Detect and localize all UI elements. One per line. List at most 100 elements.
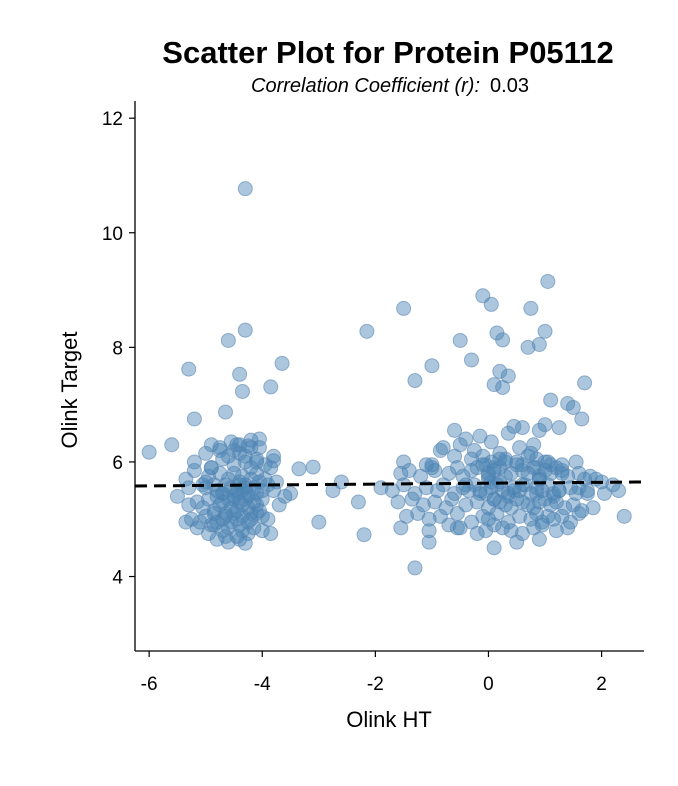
data-point [529,451,545,467]
data-point [189,494,205,510]
data-point [393,465,409,481]
data-point [520,339,536,355]
data-point [206,517,222,533]
data-point [181,497,197,513]
data-point [198,445,214,461]
data-point [396,454,412,470]
data-point [486,540,502,556]
data-point [554,465,570,481]
trend-line [134,480,645,488]
data-point [246,494,262,510]
correlation-value: 0.03 [490,75,529,97]
data-point [240,526,256,542]
data-point [283,485,299,501]
data-point [537,491,553,507]
data-point [226,442,242,458]
data-point [263,526,279,542]
data-point [475,448,491,464]
data-point [478,457,494,473]
data-point [611,483,627,499]
data-point [500,488,516,504]
data-point [565,497,581,513]
y-tick-label: 10 [102,224,123,245]
data-point [478,523,494,539]
data-point [390,494,406,510]
x-tick-label: 0 [483,674,494,695]
data-point [554,457,570,473]
data-point [243,506,259,521]
data-point [500,425,516,441]
data-point [203,437,219,453]
data-point [209,531,225,547]
data-point [449,460,465,476]
data-point [483,434,499,450]
data-point [452,332,468,348]
data-point [466,442,482,458]
data-point [271,497,287,513]
data-point [305,459,321,475]
data-point [254,523,270,539]
data-point [203,460,219,476]
data-point [464,451,480,467]
data-point [430,483,446,499]
data-point [350,494,366,510]
data-points [141,181,632,576]
data-point [263,460,279,476]
x-axis-ticks: -6 -4 -2 0 2 [141,651,607,695]
data-point [237,322,253,338]
data-point [251,440,267,456]
data-point [268,474,284,490]
data-point [506,483,522,499]
data-point [509,534,525,550]
data-point [531,336,547,352]
data-point [574,503,590,519]
data-point [243,460,259,476]
data-point [356,527,372,543]
data-point [444,491,460,507]
data-point [421,523,437,539]
data-point [548,523,564,539]
data-point [181,361,197,377]
x-tick-label: 2 [596,674,607,695]
data-point [424,457,440,473]
x-axis-title: Olink HT [346,707,432,732]
data-point [540,273,556,289]
data-point [537,323,553,339]
data-point [529,485,545,501]
data-point [464,352,480,368]
data-point [169,488,185,504]
data-point [577,375,593,391]
data-point [514,477,530,493]
data-point [486,491,502,507]
data-point [495,520,511,536]
y-tick-label: 6 [112,453,123,474]
data-point [232,437,248,453]
data-point [520,448,536,464]
data-point [546,488,562,504]
data-point [234,383,250,399]
data-point [240,488,256,504]
data-point [263,379,279,395]
data-point [424,358,440,374]
data-point [534,517,550,533]
data-point [480,511,496,527]
data-point [441,517,457,533]
y-axis-ticks: 4 6 8 10 12 [102,109,135,589]
x-tick-label: -4 [254,674,271,695]
data-point [540,454,556,470]
data-point [243,511,259,527]
data-point [523,300,539,316]
data-point [186,463,202,479]
data-point [571,506,587,521]
data-point [220,534,236,550]
data-point [489,506,505,521]
data-point [246,520,262,536]
data-point [447,422,463,438]
data-point [514,457,530,473]
data-point [543,457,559,473]
data-point [579,485,595,501]
data-point [574,411,590,427]
data-point [220,332,236,348]
data-point [234,483,250,499]
